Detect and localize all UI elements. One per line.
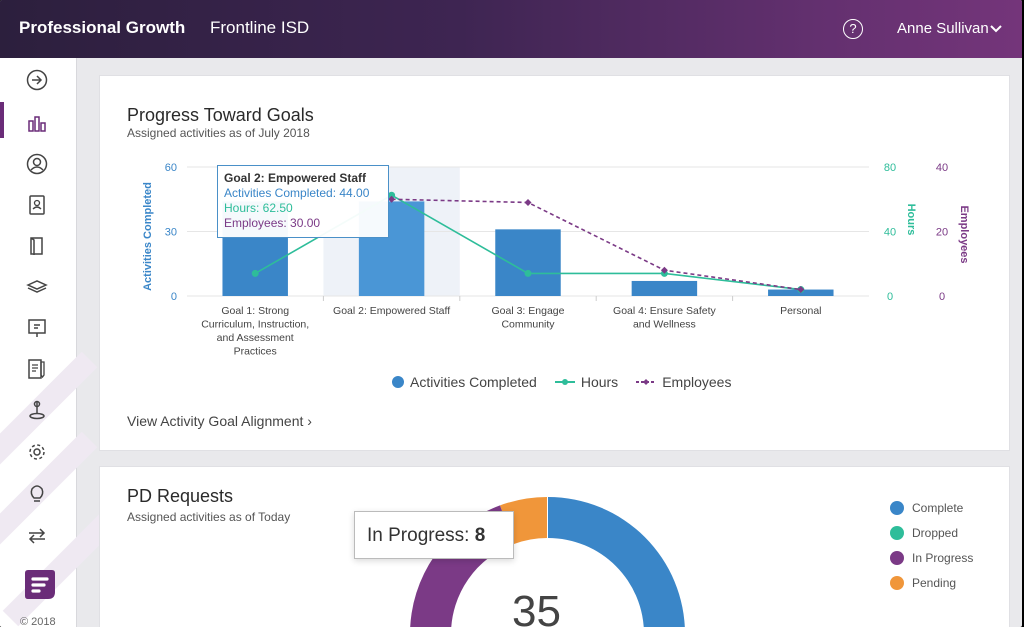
district-name: Frontline ISD [210,18,310,37]
view-activity-goal-alignment-link[interactable]: View Activity Goal Alignment › [127,413,312,429]
category-label: Goal 2: Empowered Staff [333,305,450,317]
left-axis-tick-label: 60 [165,162,177,174]
card-subtitle: Assigned activities as of Today [127,510,291,524]
employees-point [660,266,668,274]
legend-dot-icon [890,500,904,515]
donut-tooltip: In Progress: 8 [354,511,514,559]
legend-item-in-progress[interactable]: In Progress [890,545,973,570]
hours-point [388,191,396,199]
document-edit-icon[interactable] [24,356,50,382]
chevron-down-icon[interactable] [990,22,1002,36]
employees-point [388,195,396,203]
layers-icon[interactable] [24,274,50,300]
legend-item-hours[interactable]: Hours [554,374,619,390]
category-label: Personal [780,305,821,317]
transfer-arrows-icon[interactable] [24,523,50,549]
category-label: Goal 1: Strong [221,305,289,317]
card-subtitle: Assigned activities as of July 2018 [127,126,310,140]
arrow-right-circle-icon[interactable] [24,67,50,93]
legend-label: Employees [662,374,732,390]
category-label: and Wellness [633,319,696,331]
legend-item-dropped[interactable]: Dropped [890,520,973,545]
right-axis-employees-title: Employees [958,205,970,263]
legend-item-activities[interactable]: Activities Completed [392,374,537,390]
right-axis-employees-tick-label: 40 [936,162,948,174]
chart-legend: Activities Completed Hours Employees [392,374,731,390]
category-label: Community [501,319,555,331]
profile-card-icon[interactable] [24,192,50,218]
user-menu[interactable]: Anne Sullivan [897,20,989,37]
top-bar: Professional Growth Frontline ISD ? Anne… [0,0,1022,58]
legend-label: Pending [912,575,957,590]
frontline-logo [22,566,58,602]
legend-line-icon [554,379,575,385]
tooltip-title: Goal 2: Empowered Staff [224,171,367,185]
pd-requests-card: PD Requests Assigned activities as of To… [99,466,1010,627]
donut-center-total: 35 [512,587,561,627]
right-axis-hours-title: Hours [905,204,917,236]
category-label: and Assessment [217,332,294,344]
pd-legend: Complete Dropped In Progress Pending [890,495,973,595]
right-axis-hours-tick-label: 80 [884,162,896,174]
book-icon[interactable] [24,233,50,259]
legend-dot-icon [890,550,904,565]
tooltip-employees: Employees: 30.00 [224,216,321,230]
right-axis-hours-tick-label: 40 [884,227,896,239]
legend-label: Complete [912,500,964,515]
right-axis-employees-tick-label: 0 [939,291,945,303]
bar-activities-completed [631,280,698,296]
category-label: Goal 4: Ensure Safety [613,305,716,317]
right-axis-hours-tick-label: 0 [887,291,893,303]
sidebar: © 2018 [0,58,118,627]
progress-toward-goals-card: Progress Toward Goals Assigned activitie… [99,75,1010,451]
legend-dot-icon [890,525,904,540]
left-axis-tick-label: 0 [171,291,177,303]
right-axis-employees-tick-label: 20 [936,227,948,239]
tooltip-activities: Activities Completed: 44.00 [224,186,370,200]
lightbulb-icon[interactable] [24,481,50,507]
legend-dot-icon [890,575,904,590]
card-title: Progress Toward Goals [127,105,314,125]
legend-item-complete[interactable]: Complete [890,495,973,520]
legend-dashed-line-icon [636,379,657,385]
employees-line [391,198,801,291]
tooltip-hours: Hours: 62.50 [224,201,293,215]
employees-point [797,286,805,294]
app-title[interactable]: Professional Growth [19,18,186,37]
donut-slice-complete[interactable] [548,497,685,627]
legend-label: Dropped [912,525,959,540]
hours-point [251,269,259,277]
hours-point [524,269,532,277]
category-label: Curriculum, Instruction, [201,319,309,331]
legend-label: In Progress [912,550,974,565]
left-axis-title: Activities Completed [142,182,154,291]
map-pin-icon[interactable] [24,397,50,423]
active-indicator [0,102,4,138]
presentation-icon[interactable] [24,315,50,341]
legend-label: Hours [580,374,619,390]
legend-item-pending[interactable]: Pending [890,570,973,595]
legend-dot-icon [392,376,404,388]
category-label: Practices [234,346,277,358]
bar-chart-icon[interactable] [24,110,50,136]
employees-point [524,198,532,206]
legend-item-employees[interactable]: Employees [636,374,731,390]
bar-activities-completed [495,229,561,296]
gear-icon[interactable] [24,439,50,465]
tooltip-label: In Progress: [367,525,470,546]
copyright: © 2018 [20,616,56,627]
category-label: Goal 3: Engage [492,305,565,317]
help-icon[interactable]: ? [843,19,863,39]
tooltip-value: 8 [474,525,486,546]
legend-label: Activities Completed [410,374,537,390]
left-axis-tick-label: 30 [165,227,177,239]
chart-tooltip: Goal 2: Empowered Staff Activities Compl… [217,165,389,238]
user-circle-icon[interactable] [24,151,50,177]
card-title: PD Requests [127,486,234,506]
